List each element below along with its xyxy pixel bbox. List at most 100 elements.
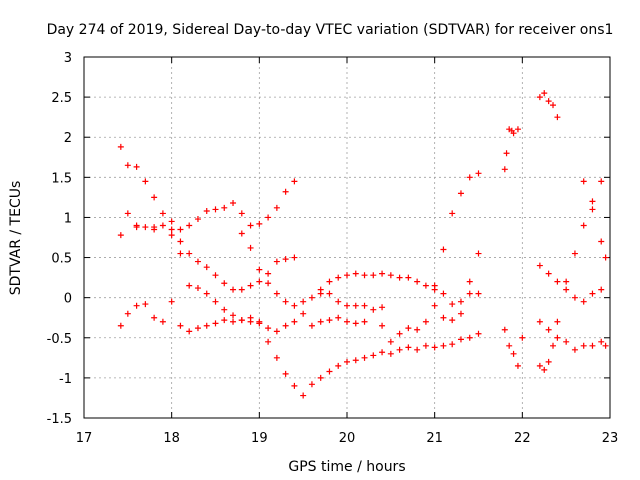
data-point — [186, 328, 193, 335]
data-point — [335, 362, 342, 369]
y-tick-label: 1.5 — [51, 171, 72, 186]
data-point — [554, 278, 561, 285]
data-point — [580, 298, 587, 305]
data-point — [396, 274, 403, 281]
x-tick-label: 19 — [251, 431, 268, 446]
x-tick-label: 23 — [602, 431, 619, 446]
data-point — [133, 163, 140, 170]
data-point — [379, 304, 386, 311]
data-point — [550, 102, 557, 109]
data-point — [194, 258, 201, 265]
data-point — [379, 270, 386, 277]
data-point — [563, 278, 570, 285]
data-point — [317, 286, 324, 293]
data-point — [352, 302, 359, 309]
data-point — [151, 194, 158, 201]
data-point — [440, 314, 447, 321]
series-arc-3 — [117, 298, 482, 399]
data-point — [449, 317, 456, 324]
series-arc-10 — [536, 90, 605, 373]
data-point — [326, 290, 333, 297]
data-point — [545, 358, 552, 365]
data-point — [344, 358, 350, 365]
data-point — [457, 310, 464, 317]
data-point — [308, 322, 315, 329]
data-point — [291, 318, 298, 325]
data-point — [282, 370, 289, 377]
data-point — [265, 214, 272, 221]
data-point — [344, 302, 350, 309]
data-point — [203, 322, 210, 329]
series-arc-9 — [501, 126, 526, 369]
data-point — [168, 232, 175, 239]
y-tick-label: 2 — [64, 131, 72, 146]
data-point — [466, 290, 473, 297]
y-tick-label: -0.5 — [47, 332, 72, 347]
data-point — [168, 298, 175, 305]
data-point — [194, 285, 201, 292]
data-point — [466, 174, 473, 181]
data-point — [291, 382, 298, 389]
data-point — [142, 178, 149, 185]
data-point — [510, 350, 517, 357]
data-point — [431, 302, 438, 309]
data-point — [414, 346, 421, 353]
data-point — [203, 208, 210, 215]
data-point — [300, 298, 307, 305]
data-point — [247, 282, 254, 289]
data-point — [117, 143, 124, 150]
series-arc-11 — [536, 178, 609, 353]
y-tick-label: 0 — [64, 292, 72, 307]
data-point — [501, 326, 508, 333]
data-point — [554, 318, 561, 325]
data-point — [335, 298, 342, 305]
data-point — [133, 302, 140, 309]
data-point — [326, 278, 333, 285]
data-point — [352, 357, 359, 364]
data-point — [361, 354, 368, 361]
y-tick-label: 2.5 — [51, 91, 72, 106]
data-point — [589, 290, 596, 297]
data-point — [405, 274, 412, 281]
data-point — [194, 325, 201, 332]
data-point — [230, 286, 237, 293]
data-point — [550, 342, 557, 349]
data-point — [475, 250, 482, 257]
data-point — [256, 266, 263, 273]
data-point — [151, 314, 158, 321]
data-point — [326, 317, 333, 324]
data-point — [344, 318, 350, 325]
data-point — [541, 90, 548, 97]
y-axis-label: SDTVAR / TECUs — [8, 181, 24, 296]
data-point — [514, 126, 521, 133]
data-point — [440, 342, 447, 349]
data-point — [142, 224, 149, 231]
data-point — [194, 216, 201, 223]
series-arc-5 — [238, 230, 386, 313]
data-point — [151, 224, 158, 231]
data-point — [117, 322, 124, 329]
data-point — [265, 338, 272, 345]
data-point — [300, 310, 307, 317]
data-point — [466, 278, 473, 285]
data-point — [282, 256, 289, 263]
data-point — [396, 330, 403, 337]
data-point — [396, 346, 403, 353]
data-point — [212, 298, 219, 305]
data-point — [457, 336, 464, 343]
data-point — [361, 318, 368, 325]
data-point — [308, 381, 315, 388]
data-point — [422, 282, 429, 289]
data-point — [177, 226, 184, 233]
data-point — [221, 280, 228, 287]
data-point — [308, 294, 315, 301]
y-tick-label: -1 — [59, 372, 72, 387]
data-point — [506, 342, 513, 349]
data-point — [291, 178, 298, 185]
series-arc-1 — [117, 143, 298, 293]
data-point — [177, 250, 184, 257]
data-point — [602, 254, 609, 261]
data-point — [602, 342, 609, 349]
data-point — [545, 270, 552, 277]
data-point — [247, 318, 254, 325]
